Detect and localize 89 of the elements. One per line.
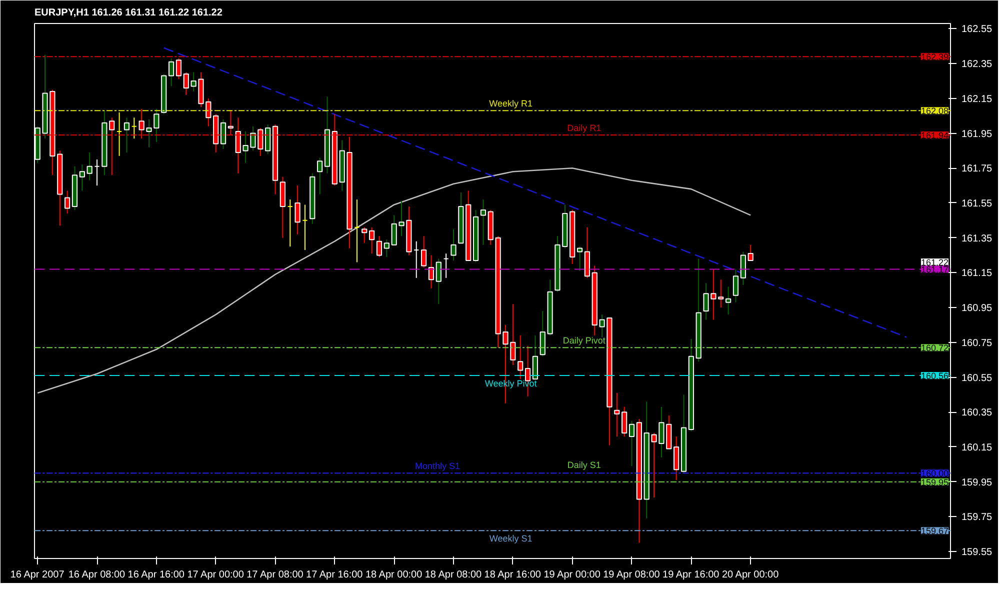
candlestick (317, 157, 323, 195)
candlestick (726, 286, 732, 316)
y-tick-label: 160.35 (962, 408, 993, 419)
candlestick (168, 58, 174, 87)
y-tick-label: 160.15 (962, 442, 993, 454)
candlestick (116, 112, 122, 156)
candlestick (740, 251, 746, 286)
y-tick-label: 161.35 (962, 233, 993, 244)
chart-title: EURJPY,H1 161.26 161.31 161.22 161.22 (34, 8, 223, 18)
annotation: 161.17 (920, 264, 949, 275)
candlestick (265, 124, 271, 155)
candlestick (628, 420, 635, 467)
candlestick (576, 246, 583, 272)
candlestick (228, 110, 234, 136)
x-tick-label: 17 Apr 08:00 (246, 570, 304, 580)
x-tick-label: 18 Apr 00:00 (365, 570, 423, 580)
candlestick (94, 158, 100, 186)
x-tick-label: 18 Apr 08:00 (424, 570, 482, 580)
y-tick-label: 159.55 (962, 547, 993, 558)
candlestick (748, 244, 754, 262)
candlestick (518, 334, 524, 380)
x-tick-label: 16 Apr 08:00 (68, 570, 126, 580)
candlestick (384, 239, 390, 258)
y-tick-label: 162.55 (962, 24, 993, 36)
candlestick (294, 185, 300, 235)
annotation: 162.08 (920, 106, 949, 116)
y-tick-label: 161.75 (962, 164, 993, 175)
candlestick (154, 108, 160, 142)
candlestick (414, 240, 420, 278)
candlestick (354, 199, 360, 263)
candlestick (532, 334, 538, 380)
x-tick-label: 16 Apr 16:00 (128, 570, 185, 580)
x-tick-label: 16 Apr 2007 (10, 570, 65, 580)
candlestick (86, 152, 92, 181)
candlestick (131, 117, 137, 140)
candlestick (622, 406, 628, 438)
annotation: 159.67 (920, 526, 949, 536)
ref-line-label: Daily Pivot (562, 336, 606, 346)
ref-line-label: Daily R1 (567, 123, 602, 134)
x-tick-label: 18 Apr 16:00 (484, 570, 542, 580)
y-tick-label: 160.95 (962, 303, 993, 314)
candlestick (176, 58, 182, 80)
y-tick-label: 161.55 (962, 198, 993, 210)
candlestick (369, 226, 375, 254)
x-tick-label: 20 Apr 00:00 (722, 570, 780, 580)
candlestick (428, 254, 434, 289)
y-tick-label: 162.15 (962, 94, 993, 105)
candlestick (220, 118, 226, 150)
ref-line-label: Weekly R1 (489, 98, 533, 109)
annotation: 161.94 (920, 130, 949, 141)
candlestick (362, 226, 368, 244)
x-tick-label: 17 Apr 00:00 (187, 570, 244, 580)
candlestick (183, 72, 189, 96)
candlestick (614, 392, 620, 438)
candlestick (674, 436, 680, 481)
annotation: 160.56 (920, 371, 949, 382)
candlestick (540, 310, 546, 357)
ref-line-label: Weekly S1 (489, 534, 532, 544)
candlestick (124, 117, 130, 153)
candlestick (79, 164, 85, 192)
y-tick-label: 160.75 (962, 338, 993, 349)
candlestick (287, 199, 293, 248)
candlestick (732, 268, 739, 303)
x-tick-label: 19 Apr 08:00 (603, 570, 660, 580)
y-tick-label: 159.95 (962, 477, 993, 488)
candlestick (64, 190, 70, 214)
x-tick-label: 19 Apr 16:00 (662, 570, 720, 580)
y-tick-label: 159.75 (962, 512, 993, 524)
candlestick (480, 199, 486, 246)
y-tick-label: 160.55 (962, 372, 993, 384)
x-tick-label: 17 Apr 16:00 (306, 570, 364, 580)
candlestick (450, 228, 456, 262)
annotation: 162.39 (920, 52, 949, 62)
candlestick (302, 204, 308, 251)
x-tick-label: 19 Apr 00:00 (544, 570, 601, 580)
y-tick-label: 162.35 (962, 59, 993, 70)
candlestick (421, 236, 427, 268)
ref-line-label: Daily S1 (567, 460, 601, 470)
annotation: 160.00 (920, 468, 949, 479)
candlestick (109, 117, 115, 176)
ref-line-label: Monthly S1 (415, 461, 460, 472)
y-tick-label: 161.15 (962, 268, 993, 280)
annotation: 159.95 (920, 477, 949, 488)
line-series (36, 167, 752, 394)
annotation: 160.72 (920, 343, 949, 354)
y-tick-label: 161.95 (962, 128, 993, 140)
candlestick (443, 253, 449, 278)
candlestick (376, 236, 382, 258)
candlestick (436, 258, 442, 305)
